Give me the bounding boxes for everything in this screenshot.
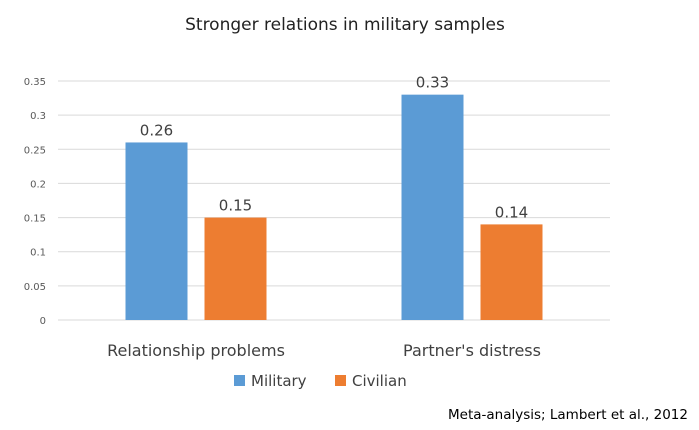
x-category-label: Relationship problems: [107, 341, 285, 360]
y-tick-label: 0.05: [24, 282, 46, 293]
x-category-label: Partner's distress: [403, 341, 541, 360]
y-tick-label: 0.1: [30, 248, 46, 259]
legend-swatch-military: [234, 375, 245, 386]
source-annotation: Meta-analysis; Lambert et al., 2012: [448, 407, 688, 423]
bar-civilian-1: [204, 217, 267, 320]
data-label: 0.15: [219, 197, 252, 215]
y-tick-label: 0.25: [24, 145, 46, 156]
legend-swatch-civilian: [335, 375, 346, 386]
chart-title: Stronger relations in military samples: [185, 15, 505, 35]
data-label: 0.26: [140, 121, 173, 139]
data-labels: 0.26 0.15 0.33 0.14: [140, 74, 528, 222]
legend-label-military: Military: [251, 372, 307, 390]
y-tick-label: 0.15: [24, 214, 46, 225]
y-axis-tick-labels: 0 0.05 0.1 0.15 0.2 0.25 0.3 0.35: [24, 77, 46, 327]
legend: Military Civilian: [234, 372, 407, 390]
data-label: 0.33: [416, 74, 449, 92]
y-tick-label: 0.2: [30, 179, 46, 190]
legend-label-civilian: Civilian: [352, 372, 407, 390]
bar-civilian-2: [480, 224, 543, 320]
data-label: 0.14: [495, 203, 528, 221]
bars: [125, 94, 543, 321]
x-axis-category-labels: Relationship problems Partner's distress: [107, 341, 541, 360]
bar-military-1: [125, 142, 188, 320]
y-tick-label: 0.35: [24, 77, 46, 88]
y-tick-label: 0: [40, 316, 46, 327]
y-tick-label: 0.3: [30, 111, 46, 122]
bar-military-2: [401, 94, 464, 321]
